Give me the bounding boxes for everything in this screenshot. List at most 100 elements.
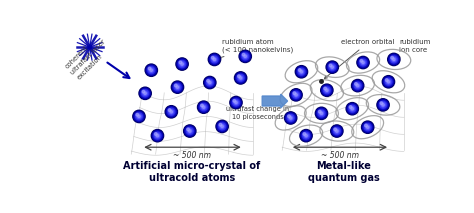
Circle shape [242,53,249,60]
Circle shape [239,77,242,79]
Circle shape [138,115,140,118]
Circle shape [391,56,393,59]
Circle shape [230,96,242,109]
Circle shape [380,102,383,105]
Circle shape [176,58,188,70]
Circle shape [153,131,162,140]
Circle shape [141,89,149,98]
Circle shape [319,110,321,113]
Text: electron orbital: electron orbital [324,39,395,79]
Circle shape [209,81,211,84]
Circle shape [216,120,228,132]
Circle shape [206,79,213,86]
Circle shape [329,64,332,67]
Circle shape [235,72,247,84]
Circle shape [299,70,304,74]
Circle shape [333,127,341,135]
Circle shape [211,56,214,59]
Circle shape [365,125,370,129]
Circle shape [211,56,218,63]
Circle shape [221,125,223,128]
Circle shape [380,101,386,108]
Text: coherent
ultrafast laser
excitation: coherent ultrafast laser excitation [64,33,113,81]
Circle shape [349,106,352,108]
Circle shape [377,99,389,111]
Circle shape [165,106,177,118]
Circle shape [326,61,338,73]
Circle shape [289,116,293,120]
Circle shape [239,50,251,63]
Circle shape [236,73,246,83]
Circle shape [392,57,396,62]
Circle shape [148,67,155,74]
Circle shape [137,114,141,119]
Circle shape [178,60,186,68]
Circle shape [383,76,395,88]
Circle shape [290,117,292,119]
Circle shape [332,126,342,136]
Circle shape [388,53,400,66]
Circle shape [356,85,359,87]
Circle shape [365,124,371,131]
Circle shape [172,82,182,92]
Circle shape [292,91,301,99]
Circle shape [204,76,216,89]
Circle shape [231,97,241,108]
Circle shape [201,104,207,111]
Circle shape [390,55,398,64]
Circle shape [149,68,154,72]
Circle shape [387,81,390,83]
Circle shape [179,61,185,68]
Circle shape [358,57,368,68]
Circle shape [180,62,184,66]
Circle shape [326,89,328,91]
Circle shape [237,75,240,78]
Circle shape [147,66,155,75]
Circle shape [169,110,173,114]
Circle shape [296,66,307,77]
Circle shape [174,84,181,91]
Circle shape [303,132,310,139]
Circle shape [382,104,384,106]
Circle shape [219,123,226,130]
Circle shape [352,80,363,91]
Circle shape [295,66,308,78]
Circle shape [284,112,297,124]
Circle shape [185,127,194,135]
Circle shape [352,79,364,92]
Circle shape [361,60,365,65]
Circle shape [305,135,307,137]
Circle shape [320,112,323,114]
Circle shape [353,81,362,90]
Circle shape [384,78,393,86]
Circle shape [383,76,394,87]
Circle shape [316,108,327,119]
Circle shape [186,128,193,134]
Circle shape [235,101,237,104]
Circle shape [140,88,150,99]
Circle shape [240,51,250,62]
Circle shape [359,58,367,67]
Circle shape [322,85,332,95]
Circle shape [315,107,328,119]
Circle shape [146,65,156,75]
Circle shape [142,90,148,97]
Circle shape [360,59,363,62]
Circle shape [148,67,151,70]
Circle shape [151,130,164,142]
Circle shape [363,122,373,132]
Circle shape [143,91,147,95]
Circle shape [327,62,337,72]
Circle shape [348,104,356,113]
Circle shape [152,130,163,141]
Circle shape [184,126,195,136]
Circle shape [205,77,215,88]
Circle shape [319,111,324,115]
Circle shape [177,59,187,69]
Circle shape [175,85,180,89]
Circle shape [238,76,243,80]
Text: ultrafast change in
10 picoseconds: ultrafast change in 10 picoseconds [226,106,289,120]
Circle shape [334,128,340,134]
Circle shape [385,79,388,81]
Text: Metal-like
quantum gas: Metal-like quantum gas [308,161,380,183]
